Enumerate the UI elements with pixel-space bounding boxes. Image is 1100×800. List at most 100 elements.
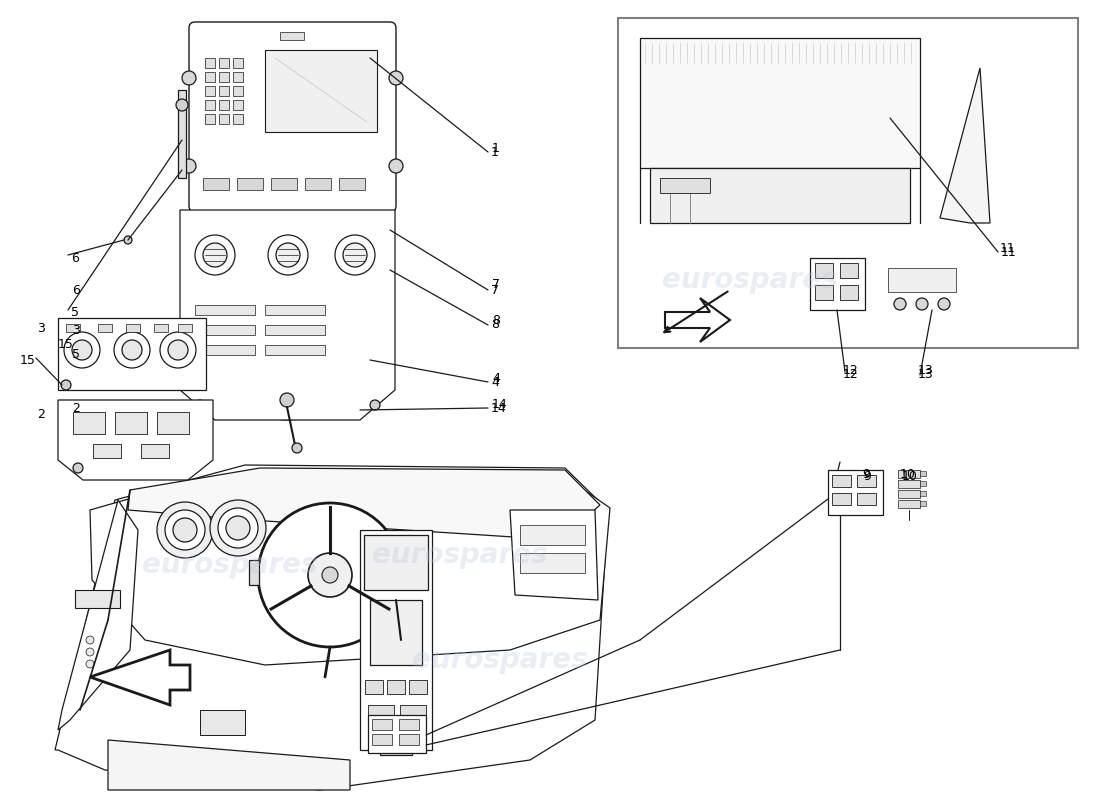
Bar <box>815 263 833 278</box>
Text: 15: 15 <box>58 338 74 351</box>
Bar <box>157 412 189 434</box>
Text: eurospares: eurospares <box>662 266 838 294</box>
Circle shape <box>73 463 82 473</box>
Circle shape <box>370 400 379 410</box>
Bar <box>520 525 585 545</box>
Polygon shape <box>510 510 598 600</box>
Polygon shape <box>940 68 990 223</box>
Bar <box>368 715 426 753</box>
Bar <box>58 318 206 390</box>
Bar <box>98 324 112 332</box>
Bar <box>305 178 331 190</box>
Polygon shape <box>58 400 213 480</box>
Bar <box>898 500 920 508</box>
Polygon shape <box>58 500 138 730</box>
Bar <box>360 530 432 750</box>
Bar <box>370 600 422 665</box>
Bar <box>280 32 304 40</box>
Bar <box>236 178 263 190</box>
Bar <box>399 734 419 745</box>
Bar <box>660 178 710 193</box>
Circle shape <box>114 332 150 368</box>
FancyBboxPatch shape <box>877 247 967 315</box>
Circle shape <box>122 340 142 360</box>
Polygon shape <box>180 210 395 420</box>
Circle shape <box>938 298 950 310</box>
Bar <box>94 444 121 458</box>
Circle shape <box>336 235 375 275</box>
Circle shape <box>276 243 300 267</box>
Circle shape <box>280 393 294 407</box>
Bar <box>888 268 956 292</box>
Text: 8: 8 <box>492 314 500 326</box>
Bar <box>204 178 229 190</box>
Bar <box>271 178 297 190</box>
Text: 9: 9 <box>862 469 870 482</box>
Bar <box>832 493 851 505</box>
Circle shape <box>389 71 403 85</box>
Bar <box>857 493 876 505</box>
Bar <box>857 475 876 487</box>
Bar <box>409 680 427 694</box>
Text: 13: 13 <box>918 369 934 382</box>
Text: 5: 5 <box>72 306 79 319</box>
Text: 3: 3 <box>37 322 45 334</box>
Text: 7: 7 <box>491 283 499 297</box>
Bar <box>364 535 428 590</box>
Circle shape <box>218 508 258 548</box>
Text: eurospares: eurospares <box>142 551 318 579</box>
Bar <box>372 734 392 745</box>
Bar <box>379 735 412 755</box>
Circle shape <box>86 660 94 668</box>
Bar <box>154 324 168 332</box>
Text: 5: 5 <box>72 349 80 362</box>
Text: 4: 4 <box>491 375 499 389</box>
Circle shape <box>195 400 205 410</box>
Circle shape <box>182 159 196 173</box>
Bar <box>205 86 214 96</box>
Bar <box>832 475 851 487</box>
Bar <box>178 90 186 178</box>
Text: 1: 1 <box>491 146 499 158</box>
Bar <box>404 560 414 585</box>
Circle shape <box>165 510 205 550</box>
Text: 8: 8 <box>491 318 499 331</box>
Bar <box>815 285 833 300</box>
Text: 11: 11 <box>1001 246 1016 258</box>
Bar <box>898 480 920 488</box>
Bar <box>66 324 80 332</box>
Bar <box>141 444 169 458</box>
Text: 1: 1 <box>492 142 499 154</box>
Bar <box>365 680 383 694</box>
Text: 2: 2 <box>72 402 80 414</box>
Bar <box>195 345 255 355</box>
Bar <box>920 501 926 506</box>
Text: 6: 6 <box>72 251 79 265</box>
Circle shape <box>916 298 928 310</box>
Circle shape <box>258 503 402 647</box>
Circle shape <box>160 332 196 368</box>
Polygon shape <box>90 478 611 665</box>
Bar <box>233 86 243 96</box>
Bar <box>828 470 883 515</box>
Bar <box>400 705 426 721</box>
Bar <box>265 50 377 132</box>
Circle shape <box>226 516 250 540</box>
Circle shape <box>343 243 367 267</box>
Circle shape <box>157 502 213 558</box>
Bar <box>920 481 926 486</box>
Bar <box>219 58 229 68</box>
Text: 12: 12 <box>843 363 859 377</box>
Circle shape <box>86 636 94 644</box>
Circle shape <box>268 235 308 275</box>
Bar <box>650 168 910 223</box>
Circle shape <box>86 648 94 656</box>
Circle shape <box>894 298 906 310</box>
Polygon shape <box>90 650 190 705</box>
Circle shape <box>292 443 302 453</box>
Bar <box>399 719 419 730</box>
Bar <box>195 325 255 335</box>
Circle shape <box>64 332 100 368</box>
Bar <box>205 100 214 110</box>
Bar <box>195 305 255 315</box>
